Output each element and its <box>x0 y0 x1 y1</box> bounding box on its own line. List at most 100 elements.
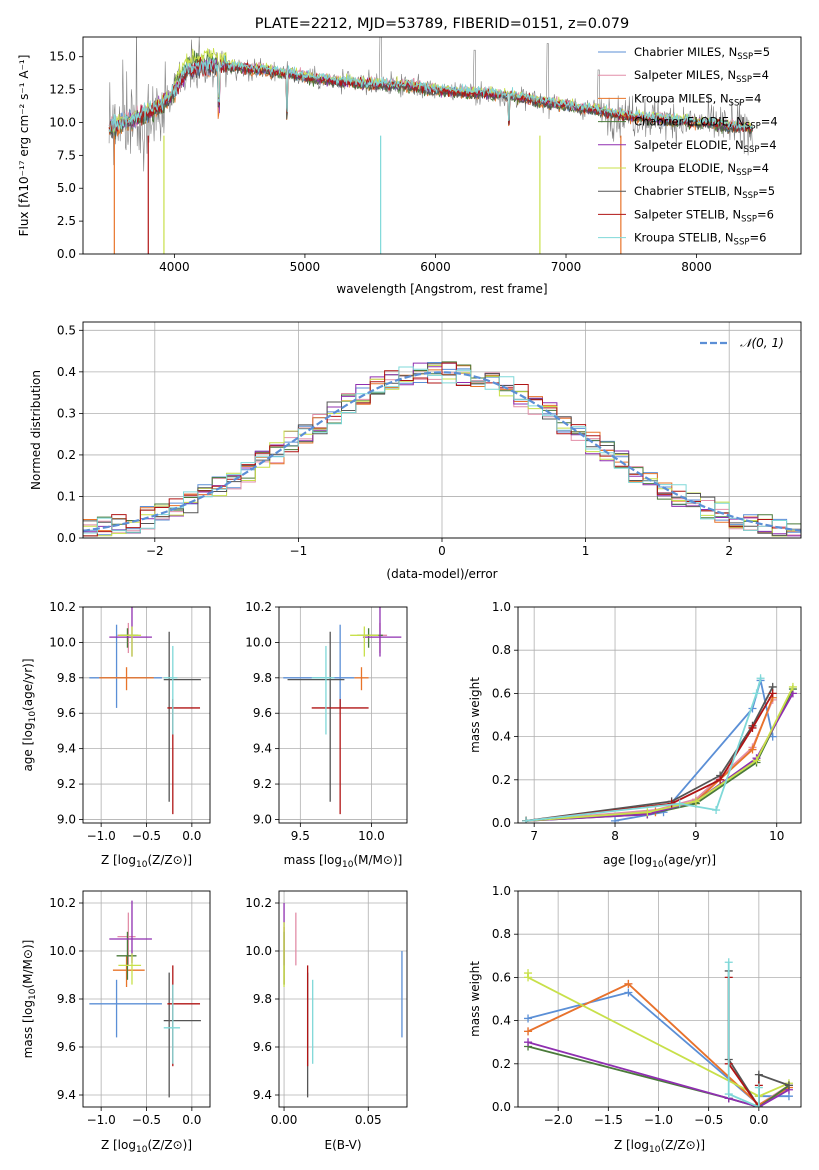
y-tick-label: 0.8 <box>492 643 511 657</box>
y-tick-label: 9.4 <box>57 742 76 756</box>
y-tick-label: 9.2 <box>57 777 76 791</box>
plot-area <box>89 607 201 815</box>
legend-label: Chabrier MILES, NSSP=5 <box>634 45 770 62</box>
axes-frame: 9.5 10.0 9.0 9.2 9.4 9.6 9.8 10.0 10.2 mass [log1… <box>245 600 408 870</box>
y-tick-label: 0.3 <box>57 406 76 420</box>
x-axis-label: age [log10(age/yr)] <box>603 853 716 870</box>
weight-marker-kroupa_stelib <box>712 806 721 815</box>
y-tick-label: 0.4 <box>492 730 511 744</box>
weight-marker-salpeter_stelib <box>748 723 757 732</box>
x-tick-label: 9.5 <box>291 829 310 843</box>
x-tick-label: 7000 <box>551 260 582 274</box>
weight-marker-kroupa_elodie <box>524 973 533 982</box>
axes-frame: 0.00 0.05 9.4 9.6 9.8 10.0 10.2 E(B-V) <box>245 890 408 1152</box>
axes-frame: 7 8 9 10 0.0 0.2 0.4 0.6 0.8 1.0 mass weight age [l… <box>468 600 802 870</box>
y-tick-label: 0.8 <box>492 927 511 941</box>
x-tick-label: 1 <box>582 544 590 558</box>
y-tick-label: 0.6 <box>492 686 511 700</box>
y-tick-label: 9.8 <box>57 992 76 1006</box>
x-tick-label: 6000 <box>420 260 451 274</box>
weight-line-kroupa_stelib <box>525 678 762 822</box>
weight-marker-kroupa_stelib <box>724 958 733 967</box>
x-tick-label: −0.5 <box>132 829 161 843</box>
y-axis-label: age [log10(age/yr)] <box>21 658 38 771</box>
plot-area <box>89 900 201 1098</box>
y-tick-label: 12.5 <box>49 83 76 97</box>
normal-curve <box>83 371 801 532</box>
weight-marker-kroupa_stelib <box>752 689 761 698</box>
y-tick-label: 9.0 <box>253 812 272 826</box>
weight-marker-chabrier_miles <box>624 988 633 997</box>
legend-label: Chabrier ELODIE, NSSP=4 <box>634 115 778 132</box>
weight-marker-kroupa_stelib <box>754 1103 763 1107</box>
plot-area <box>83 361 801 538</box>
x-axis-label: (data-model)/error <box>386 567 497 581</box>
y-tick-label: 1.0 <box>492 600 511 614</box>
weight-vs-metallicity-panel: −2.0 −1.5 −1.0 −0.5 0.0 0.0 0.2 0.4 0.6 0.8 1.0 Z [… <box>468 884 802 1155</box>
x-axis-label: Z [log10(Z/Z⊙)] <box>101 1138 192 1155</box>
y-tick-label: 0.0 <box>492 1100 511 1114</box>
y-tick-label: 9.6 <box>253 1040 272 1054</box>
y-tick-label: 10.0 <box>49 635 76 649</box>
age-vs-mass-panel: 9.5 10.0 9.0 9.2 9.4 9.6 9.8 10.0 10.2 mass [log1… <box>245 600 408 870</box>
x-tick-label: 0.0 <box>182 1113 201 1127</box>
x-tick-label: 5000 <box>290 260 321 274</box>
axes-frame: −1.0 −0.5 0.0 9.0 9.2 9.4 9.6 9.8 10.0 10.2 Z [log… <box>21 600 211 870</box>
y-tick-label: 0.6 <box>492 970 511 984</box>
y-tick-label: 15.0 <box>49 50 76 64</box>
plot-area <box>522 674 797 823</box>
y-tick-label: 9.8 <box>253 671 272 685</box>
x-tick-label: −0.5 <box>694 1113 723 1127</box>
x-axis-label: Z [log10(Z/Z⊙)] <box>101 853 192 870</box>
axes-border <box>517 606 802 824</box>
x-axis-label: mass [log10(M/M⊙)] <box>284 853 403 870</box>
y-tick-label: 0.2 <box>492 773 511 787</box>
x-tick-label: −2.0 <box>544 1113 573 1127</box>
weight-marker-chabrier_miles <box>611 816 620 823</box>
y-tick-label: 9.8 <box>57 671 76 685</box>
plot-area <box>283 607 402 815</box>
weight-marker-kroupa_stelib <box>756 674 765 683</box>
y-tick-label: 10.2 <box>49 600 76 614</box>
y-tick-label: 7.5 <box>57 148 76 162</box>
axes-frame: 4000 5000 6000 7000 8000 0.0 2.5 5.0 7.5 10.0 12.5… <box>17 16 802 296</box>
mass-vs-extinction-panel: 0.00 0.05 9.4 9.6 9.8 10.0 10.2 E(B-V) <box>245 890 408 1152</box>
x-axis-label: wavelength [Angstrom, rest frame] <box>336 282 547 296</box>
y-tick-label: 0.2 <box>492 1057 511 1071</box>
x-tick-label: −1.0 <box>644 1113 673 1127</box>
plot-area <box>108 37 754 254</box>
histogram-kroupa_stelib <box>83 366 801 538</box>
y-tick-label: 5.0 <box>57 181 76 195</box>
chart-title: PLATE=2212, MJD=53789, FIBERID=0151, z=0… <box>255 16 629 32</box>
weight-marker-kroupa_elodie <box>643 808 652 817</box>
y-tick-label: 10.0 <box>245 944 272 958</box>
axes-border <box>517 890 802 1108</box>
x-tick-label: 0.00 <box>271 1113 298 1127</box>
plot-area <box>283 903 403 1098</box>
legend-label: Kroupa ELODIE, NSSP=4 <box>634 161 769 178</box>
weight-marker-kroupa_stelib <box>724 1090 733 1099</box>
x-tick-label: 0.05 <box>355 1113 382 1127</box>
weight-marker-chabrier_miles <box>524 1014 533 1023</box>
weight-marker-kroupa_miles <box>524 1027 533 1036</box>
y-tick-label: 0.0 <box>57 531 76 545</box>
y-axis-label: Flux [fλ10⁻¹⁷ erg cm⁻² s⁻¹ A⁻¹] <box>17 55 31 237</box>
x-tick-label: 7 <box>530 829 538 843</box>
x-tick-label: 9 <box>692 829 700 843</box>
weight-marker-chabrier_stelib <box>784 1081 793 1090</box>
weight-marker-kroupa_miles <box>748 745 757 754</box>
age-vs-metallicity-panel: −1.0 −0.5 0.0 9.0 9.2 9.4 9.6 9.8 10.0 10.2 Z [log… <box>21 600 211 870</box>
x-tick-label: −1.0 <box>87 829 116 843</box>
y-tick-label: 1.0 <box>492 884 511 898</box>
y-tick-label: 0.1 <box>57 489 76 503</box>
y-tick-label: 0.5 <box>57 323 76 337</box>
y-tick-label: 9.8 <box>253 992 272 1006</box>
weight-marker-kroupa_miles <box>624 979 633 988</box>
y-tick-label: 9.4 <box>253 742 272 756</box>
weight-line-kroupa_miles <box>526 697 774 822</box>
weight-marker-kroupa_elodie <box>788 682 797 691</box>
x-tick-label: −0.5 <box>132 1113 161 1127</box>
axes-border <box>82 36 802 255</box>
legend-label: Chabrier STELIB, NSSP=5 <box>634 184 775 201</box>
weight-marker-kroupa_elodie <box>691 797 700 806</box>
